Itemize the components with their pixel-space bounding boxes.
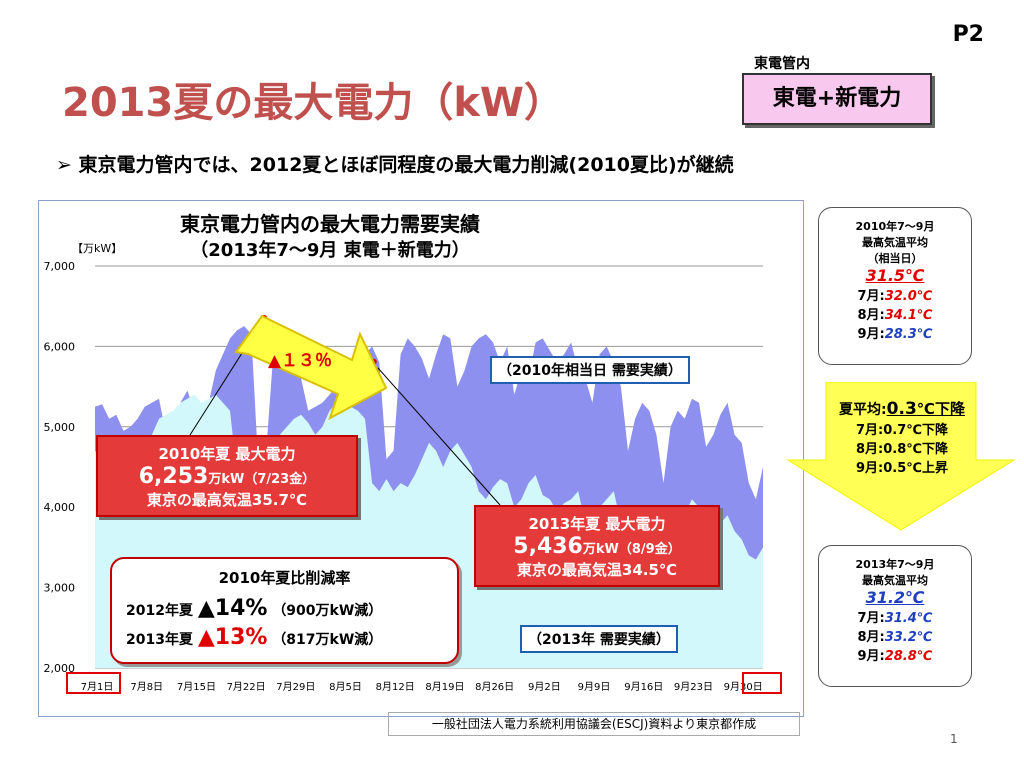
temp-2010-note: （相当日） — [867, 252, 923, 265]
temp-diff-label: 夏平均: — [839, 402, 887, 418]
chart-title: 東京電力管内の最大電力需要実績 — [180, 212, 480, 236]
headline-text: 東京電力管内では、2012夏とほぼ同程度の最大電力削減(2010夏比)が継続 — [78, 154, 734, 176]
peak-2010-temp: 東京の最高気温35.7℃ — [146, 491, 308, 509]
legend-2010: （2010年相当日 需要実績） — [490, 356, 690, 384]
x-start-highlight — [66, 672, 121, 694]
area-label: 東電管内 — [754, 56, 810, 72]
temp-diff: 夏平均:0.3℃下降 7月:0.7℃下降 8月:0.8℃下降 9月:0.5℃上昇 — [810, 398, 994, 476]
area-badge: 東電+新電力 — [742, 73, 932, 125]
temp-2010-caption: 最高気温平均 — [862, 236, 928, 249]
x-tick-label: 7月1日 — [81, 681, 114, 693]
y-tick-label: 5,000 — [44, 421, 76, 434]
bullet-arrow-icon: ➢ — [56, 154, 72, 176]
x-tick-label: 7月29日 — [276, 681, 315, 693]
x-tick-label: 7月8日 — [130, 681, 163, 693]
y-tick-label: 2,000 — [44, 662, 76, 675]
y-tick-label: 3,000 — [44, 582, 76, 595]
reduction-year: 2012年夏 — [126, 603, 193, 619]
reduction-row-2012: 2012年夏 ▲14% （900万kW減） — [126, 596, 457, 621]
peak-2013-box: 2013年夏 最大電力 5,436万kW（8/9金） 東京の最高気温34.5℃ — [474, 505, 720, 587]
x-tick-label: 9月23日 — [674, 681, 713, 693]
source-note: 一般社団法人電力系統利用協議会(ESCJ)資料より東京都作成 — [388, 712, 800, 736]
y-axis-unit: 【万kW】 — [72, 242, 123, 255]
page-number: 1 — [950, 732, 958, 746]
temp-diff-aug: 8月:0.8℃下降 — [855, 442, 949, 457]
peak-2010-box: 2010年夏 最大電力 6,253万kW（7/23金） 東京の最高気温35.7℃ — [96, 435, 358, 517]
y-tick-label: 4,000 — [44, 501, 76, 514]
peak-2010-label: 2010年夏 最大電力 — [158, 445, 296, 463]
temp-2010-sep: 9月:28.3℃ — [857, 327, 933, 342]
temp-2013-jul: 7月:31.4℃ — [857, 611, 933, 626]
x-tick-label: 9月2日 — [528, 681, 561, 693]
temp-2010-jul: 7月:32.0℃ — [857, 289, 933, 304]
reduction-arrow-label: ▲１３％ — [268, 351, 332, 371]
temp-2013-aug: 8月:33.2℃ — [857, 630, 933, 645]
peak-2013-unit: 万kW — [582, 542, 619, 557]
reduction-pct: 13% — [214, 625, 268, 650]
peak-2010-value: 6,253 — [138, 464, 209, 489]
temp-diff-unit: ℃下降 — [916, 400, 965, 418]
temp-2013-period: 2013年7～9月 — [855, 558, 935, 571]
temp-2013-box: 2013年7～9月 最高気温平均 31.2℃ 7月:31.4℃ 8月:33.2℃… — [818, 545, 972, 687]
down-arrow-icon — [786, 382, 1016, 531]
peak-2013-date: （8/9金） — [618, 542, 681, 557]
temp-2010-box: 2010年7～9月 最高気温平均 （相当日） 31.5℃ 7月:32.0℃ 8月… — [818, 207, 972, 365]
x-tick-label: 8月19日 — [425, 681, 464, 693]
reduction-box: 2010年夏比削減率 2012年夏 ▲14% （900万kW減） 2013年夏 … — [110, 557, 459, 664]
temp-2010-period: 2010年7～9月 — [855, 220, 935, 233]
reduction-row-2013: 2013年夏 ▲13% （817万kW減） — [126, 625, 457, 650]
temp-2010-aug: 8月:34.1℃ — [857, 308, 933, 323]
peak-2013-temp: 東京の最高気温34.5℃ — [516, 561, 678, 579]
x-tick-label: 7月15日 — [177, 681, 216, 693]
x-end-highlight — [742, 672, 782, 694]
chart-subtitle: （2013年7～9月 東電＋新電力） — [190, 240, 470, 261]
temp-2010-avg: 31.5℃ — [865, 266, 925, 285]
peak-2010-unit: 万kW — [208, 472, 245, 487]
triangle-down-icon: ▲ — [197, 625, 215, 650]
triangle-down-icon: ▲ — [197, 596, 215, 621]
peak-2010-date: （7/23金） — [244, 472, 316, 487]
temp-2013-caption: 最高気温平均 — [862, 574, 928, 587]
legend-2013: （2013年 需要実績） — [520, 625, 678, 653]
x-tick-label: 8月5日 — [329, 681, 362, 693]
peak-2013-label: 2013年夏 最大電力 — [528, 515, 666, 533]
page-title: 2013夏の最大電力（kW） — [62, 80, 565, 126]
reduction-title: 2010年夏比削減率 — [218, 569, 351, 587]
y-tick-label: 7,000 — [44, 260, 76, 273]
temp-diff-value: 0.3 — [886, 399, 917, 419]
x-tick-label: 8月12日 — [376, 681, 415, 693]
headline: ➢ 東京電力管内では、2012夏とほぼ同程度の最大電力削減(2010夏比)が継続 — [56, 150, 734, 177]
temp-diff-sep: 9月:0.5℃上昇 — [855, 461, 949, 476]
reduction-detail: （900万kW減） — [272, 603, 383, 619]
reduction-detail: （817万kW減） — [272, 632, 383, 648]
x-tick-label: 8月26日 — [475, 681, 514, 693]
x-tick-label: 9月9日 — [578, 681, 611, 693]
reduction-arrow-icon — [234, 314, 388, 421]
x-tick-label: 7月22日 — [227, 681, 266, 693]
peak-2013-value: 5,436 — [513, 534, 583, 559]
y-tick-label: 6,000 — [44, 340, 76, 353]
temp-2013-sep: 9月:28.8℃ — [857, 649, 933, 664]
temp-2013-avg: 31.2℃ — [865, 588, 925, 607]
reduction-year: 2013年夏 — [126, 632, 193, 648]
reduction-pct: 14% — [214, 596, 268, 621]
peak-2013-leader — [377, 367, 501, 506]
page-code: P2 — [952, 22, 984, 47]
x-tick-label: 9月16日 — [624, 681, 663, 693]
temp-diff-jul: 7月:0.7℃下降 — [855, 423, 949, 438]
